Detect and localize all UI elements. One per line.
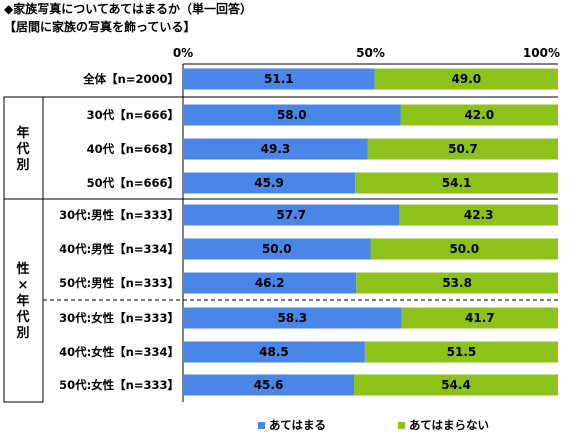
data-label: 50.0 <box>449 242 479 256</box>
data-label: 51.5 <box>447 345 477 359</box>
category-label: 30代【n=666】 <box>87 108 179 122</box>
bar-atehamaranai <box>356 272 558 294</box>
category-label: 40代【n=668】 <box>87 142 179 156</box>
data-label: 49.0 <box>452 72 482 86</box>
group-label-char: 性 <box>16 261 29 277</box>
group-label-char: 別 <box>15 158 29 173</box>
group-box <box>3 198 44 403</box>
category-label: 全体【n=2000】 <box>82 72 179 86</box>
data-label: 41.7 <box>465 311 495 325</box>
x-tick-label: 50% <box>356 46 385 60</box>
data-label: 45.6 <box>254 378 284 392</box>
bar-atehamaru <box>183 341 365 363</box>
legend-label: あてはまる <box>269 418 326 432</box>
group-label-char: 代 <box>15 141 29 157</box>
group-label-char: 年 <box>16 125 29 141</box>
bar-atehamaru <box>183 238 371 260</box>
bar-atehamaranai <box>374 68 558 90</box>
bar-atehamaru <box>183 138 368 160</box>
data-label: 46.2 <box>255 276 285 290</box>
bar-atehamaru <box>183 172 356 194</box>
bar-atehamaranai <box>354 374 558 396</box>
bar-atehamaranai <box>370 238 558 260</box>
chart-subtitle: 【居間に家族の写真を飾っている】 <box>4 20 196 34</box>
bar-atehamaranai <box>364 341 558 363</box>
data-label: 51.1 <box>264 72 294 86</box>
category-label: 30代:女性【n=333】 <box>59 311 179 325</box>
data-label: 54.1 <box>442 176 472 190</box>
bar-atehamaranai <box>355 172 558 194</box>
group-label-char: × <box>18 278 29 293</box>
data-label: 42.0 <box>464 108 494 122</box>
data-label: 53.8 <box>442 276 472 290</box>
data-label: 57.7 <box>276 208 306 222</box>
data-label: 50.7 <box>448 142 478 156</box>
data-label: 54.4 <box>441 378 471 392</box>
category-label: 40代:女性【n=334】 <box>59 345 179 359</box>
bar-atehamaru <box>183 374 354 396</box>
bar-atehamaranai <box>400 104 558 126</box>
bar-atehamaru <box>183 68 375 90</box>
bar-atehamaranai <box>401 307 558 329</box>
data-label: 50.0 <box>262 242 292 256</box>
data-label: 48.5 <box>259 345 289 359</box>
x-tick-label: 0% <box>173 46 193 60</box>
bar-atehamaru <box>183 204 400 226</box>
chart-title: ◆家族写真についてあてはまるか（単一回答） <box>4 2 253 16</box>
group-label-char: 別 <box>15 326 29 341</box>
category-label: 50代【n=666】 <box>87 176 179 190</box>
group-label-char: 年 <box>16 293 29 309</box>
bar-atehamaru <box>183 104 401 126</box>
category-label: 50代:女性【n=333】 <box>59 378 179 392</box>
group-label-char: 代 <box>15 309 29 325</box>
data-label: 58.3 <box>278 311 308 325</box>
bar-atehamaranai <box>367 138 558 160</box>
data-label: 49.3 <box>261 142 291 156</box>
data-label: 42.3 <box>464 208 494 222</box>
legend-label: あてはまらない <box>409 418 489 432</box>
legend-swatch <box>398 422 405 429</box>
bar-atehamaru <box>183 272 357 294</box>
legend-swatch <box>258 422 265 429</box>
bar-atehamaru <box>183 307 402 329</box>
bar-atehamaranai <box>399 204 558 226</box>
data-label: 58.0 <box>277 108 307 122</box>
data-label: 45.9 <box>254 176 284 190</box>
category-label: 30代:男性【n=333】 <box>59 208 179 222</box>
x-tick-label: 100% <box>523 46 560 60</box>
category-label: 50代:男性【n=333】 <box>59 276 179 290</box>
category-label: 40代:男性【n=334】 <box>59 242 179 256</box>
